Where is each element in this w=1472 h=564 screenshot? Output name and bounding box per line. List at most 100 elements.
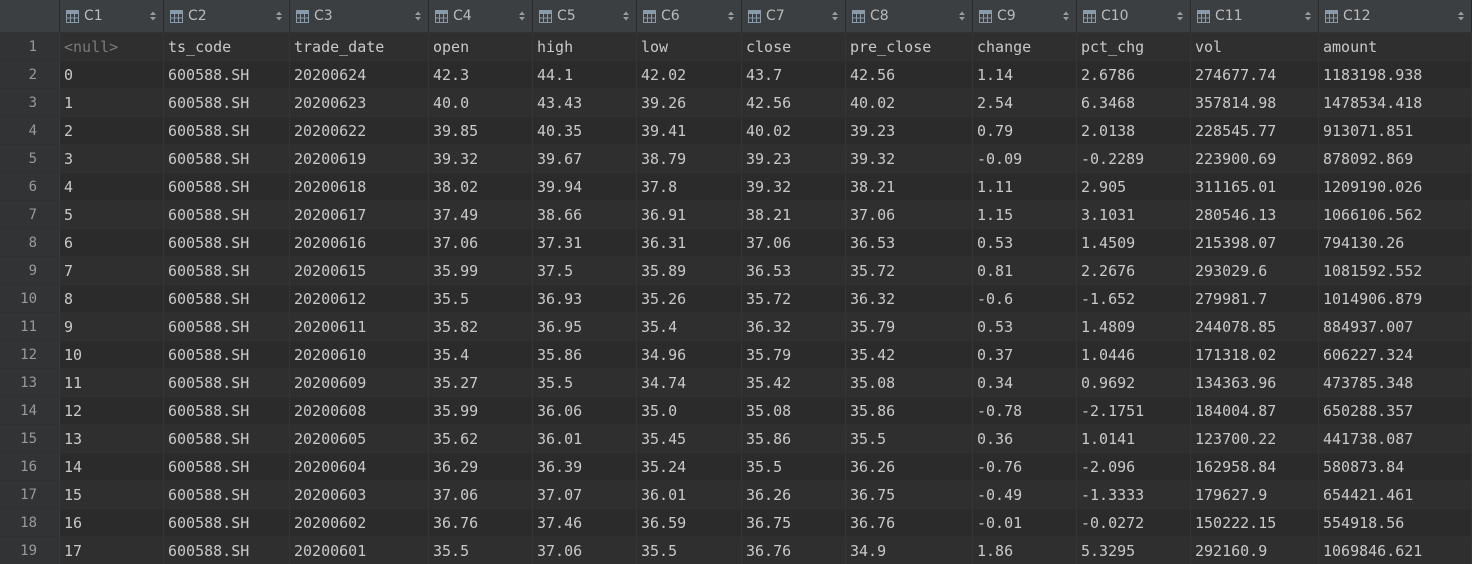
table-cell[interactable]: 36.76 (846, 509, 973, 536)
table-row[interactable]: 16 14 600588.SH 20200604 36.29 36.39 35.24 35.5… (0, 453, 1472, 481)
table-cell[interactable]: 162958.84 (1191, 453, 1319, 480)
table-cell[interactable]: 650288.357 (1319, 397, 1472, 424)
table-cell[interactable]: 36.32 (742, 313, 846, 340)
row-number[interactable]: 6 (0, 173, 60, 200)
sort-arrows-icon[interactable] (727, 10, 735, 22)
table-cell[interactable]: 441738.087 (1319, 425, 1472, 452)
table-cell[interactable]: 600588.SH (164, 117, 290, 144)
table-cell[interactable]: 606227.324 (1319, 341, 1472, 368)
table-cell[interactable]: -0.01 (973, 509, 1077, 536)
table-cell[interactable]: 1069846.621 (1319, 537, 1472, 564)
table-cell[interactable]: 0.9692 (1077, 369, 1191, 396)
table-cell[interactable]: 36.75 (846, 481, 973, 508)
table-cell[interactable]: 9 (60, 313, 164, 340)
table-cell[interactable]: 35.26 (637, 285, 742, 312)
table-cell[interactable]: 600588.SH (164, 341, 290, 368)
table-cell[interactable]: 35.5 (429, 285, 533, 312)
table-cell[interactable]: 134363.96 (1191, 369, 1319, 396)
table-cell[interactable]: 37.07 (533, 481, 637, 508)
table-cell[interactable]: 1.15 (973, 201, 1077, 228)
table-cell[interactable]: 20200603 (290, 481, 429, 508)
sort-arrows-icon[interactable] (149, 10, 157, 22)
table-cell[interactable]: 600588.SH (164, 425, 290, 452)
table-cell[interactable]: 35.08 (846, 369, 973, 396)
table-cell[interactable]: 36.75 (742, 509, 846, 536)
table-cell[interactable]: 2.6786 (1077, 61, 1191, 88)
table-cell[interactable]: 554918.56 (1319, 509, 1472, 536)
table-row[interactable]: 10 8 600588.SH 20200612 35.5 36.93 35.26 35.72 3… (0, 285, 1472, 313)
table-cell[interactable]: 40.02 (742, 117, 846, 144)
table-cell[interactable]: 473785.348 (1319, 369, 1472, 396)
table-cell[interactable]: 15 (60, 481, 164, 508)
row-number[interactable]: 3 (0, 89, 60, 116)
table-cell[interactable]: 38.21 (846, 173, 973, 200)
sort-arrows-icon[interactable] (275, 10, 283, 22)
table-cell[interactable]: 36.95 (533, 313, 637, 340)
table-cell[interactable]: change (973, 33, 1077, 60)
table-row[interactable]: 6 4 600588.SH 20200618 38.02 39.94 37.8 39.32 38… (0, 173, 1472, 201)
table-cell[interactable]: 36.53 (742, 257, 846, 284)
table-cell[interactable]: 10 (60, 341, 164, 368)
table-cell[interactable]: 39.23 (846, 117, 973, 144)
table-cell[interactable]: 35.5 (742, 453, 846, 480)
row-number[interactable]: 8 (0, 229, 60, 256)
table-cell[interactable]: -2.096 (1077, 453, 1191, 480)
table-cell[interactable]: 35.27 (429, 369, 533, 396)
table-cell[interactable]: -2.1751 (1077, 397, 1191, 424)
table-row[interactable]: 12 10 600588.SH 20200610 35.4 35.86 34.96 35.79… (0, 341, 1472, 369)
table-cell[interactable]: pct_chg (1077, 33, 1191, 60)
sort-arrows-icon[interactable] (831, 10, 839, 22)
table-cell[interactable]: 1014906.879 (1319, 285, 1472, 312)
table-cell[interactable]: 37.06 (533, 537, 637, 564)
table-cell[interactable]: 35.42 (846, 341, 973, 368)
table-cell[interactable]: 37.06 (846, 201, 973, 228)
table-row[interactable]: 17 15 600588.SH 20200603 37.06 37.07 36.01 36.2… (0, 481, 1472, 509)
table-cell[interactable]: 36.29 (429, 453, 533, 480)
table-cell[interactable]: 600588.SH (164, 89, 290, 116)
table-cell[interactable]: 35.72 (846, 257, 973, 284)
table-cell[interactable]: 35.99 (429, 257, 533, 284)
table-cell[interactable]: 13 (60, 425, 164, 452)
table-cell[interactable]: 228545.77 (1191, 117, 1319, 144)
table-cell[interactable]: 600588.SH (164, 201, 290, 228)
table-cell[interactable]: 1.11 (973, 173, 1077, 200)
table-cell[interactable]: 179627.9 (1191, 481, 1319, 508)
table-cell[interactable]: 34.96 (637, 341, 742, 368)
table-cell[interactable]: 35.42 (742, 369, 846, 396)
table-cell[interactable]: -0.09 (973, 145, 1077, 172)
table-cell[interactable]: 36.31 (637, 229, 742, 256)
sort-arrows-icon[interactable] (1304, 10, 1312, 22)
table-cell[interactable]: 36.26 (742, 481, 846, 508)
table-cell[interactable]: 36.53 (846, 229, 973, 256)
table-cell[interactable]: 36.01 (637, 481, 742, 508)
table-cell[interactable]: -1.3333 (1077, 481, 1191, 508)
table-cell[interactable]: 1.14 (973, 61, 1077, 88)
table-cell[interactable]: 279981.7 (1191, 285, 1319, 312)
table-cell[interactable]: 36.76 (742, 537, 846, 564)
row-number[interactable]: 5 (0, 145, 60, 172)
table-row[interactable]: 8 6 600588.SH 20200616 37.06 37.31 36.31 37.06 3… (0, 229, 1472, 257)
table-cell[interactable]: 913071.851 (1319, 117, 1472, 144)
table-cell[interactable]: -0.78 (973, 397, 1077, 424)
row-number[interactable]: 12 (0, 341, 60, 368)
table-cell[interactable]: 42.02 (637, 61, 742, 88)
table-cell[interactable]: 6.3468 (1077, 89, 1191, 116)
table-row[interactable]: 4 2 600588.SH 20200622 39.85 40.35 39.41 40.02 3… (0, 117, 1472, 145)
table-cell[interactable]: 1.4509 (1077, 229, 1191, 256)
sort-arrows-icon[interactable] (518, 10, 526, 22)
column-header-c1[interactable]: C1 (60, 0, 164, 32)
table-row[interactable]: 11 9 600588.SH 20200611 35.82 36.95 35.4 36.32 3… (0, 313, 1472, 341)
row-number[interactable]: 13 (0, 369, 60, 396)
sort-arrows-icon[interactable] (622, 10, 630, 22)
table-cell[interactable]: 600588.SH (164, 369, 290, 396)
table-cell[interactable]: -0.2289 (1077, 145, 1191, 172)
table-cell[interactable]: 38.66 (533, 201, 637, 228)
table-cell[interactable]: 20200610 (290, 341, 429, 368)
table-cell[interactable]: 35.99 (429, 397, 533, 424)
table-cell[interactable]: 38.02 (429, 173, 533, 200)
table-cell[interactable]: 20200616 (290, 229, 429, 256)
table-cell[interactable]: 20200601 (290, 537, 429, 564)
table-cell[interactable]: 35.86 (846, 397, 973, 424)
table-cell[interactable]: 5.3295 (1077, 537, 1191, 564)
table-row[interactable]: 18 16 600588.SH 20200602 36.76 37.46 36.59 36.7… (0, 509, 1472, 537)
